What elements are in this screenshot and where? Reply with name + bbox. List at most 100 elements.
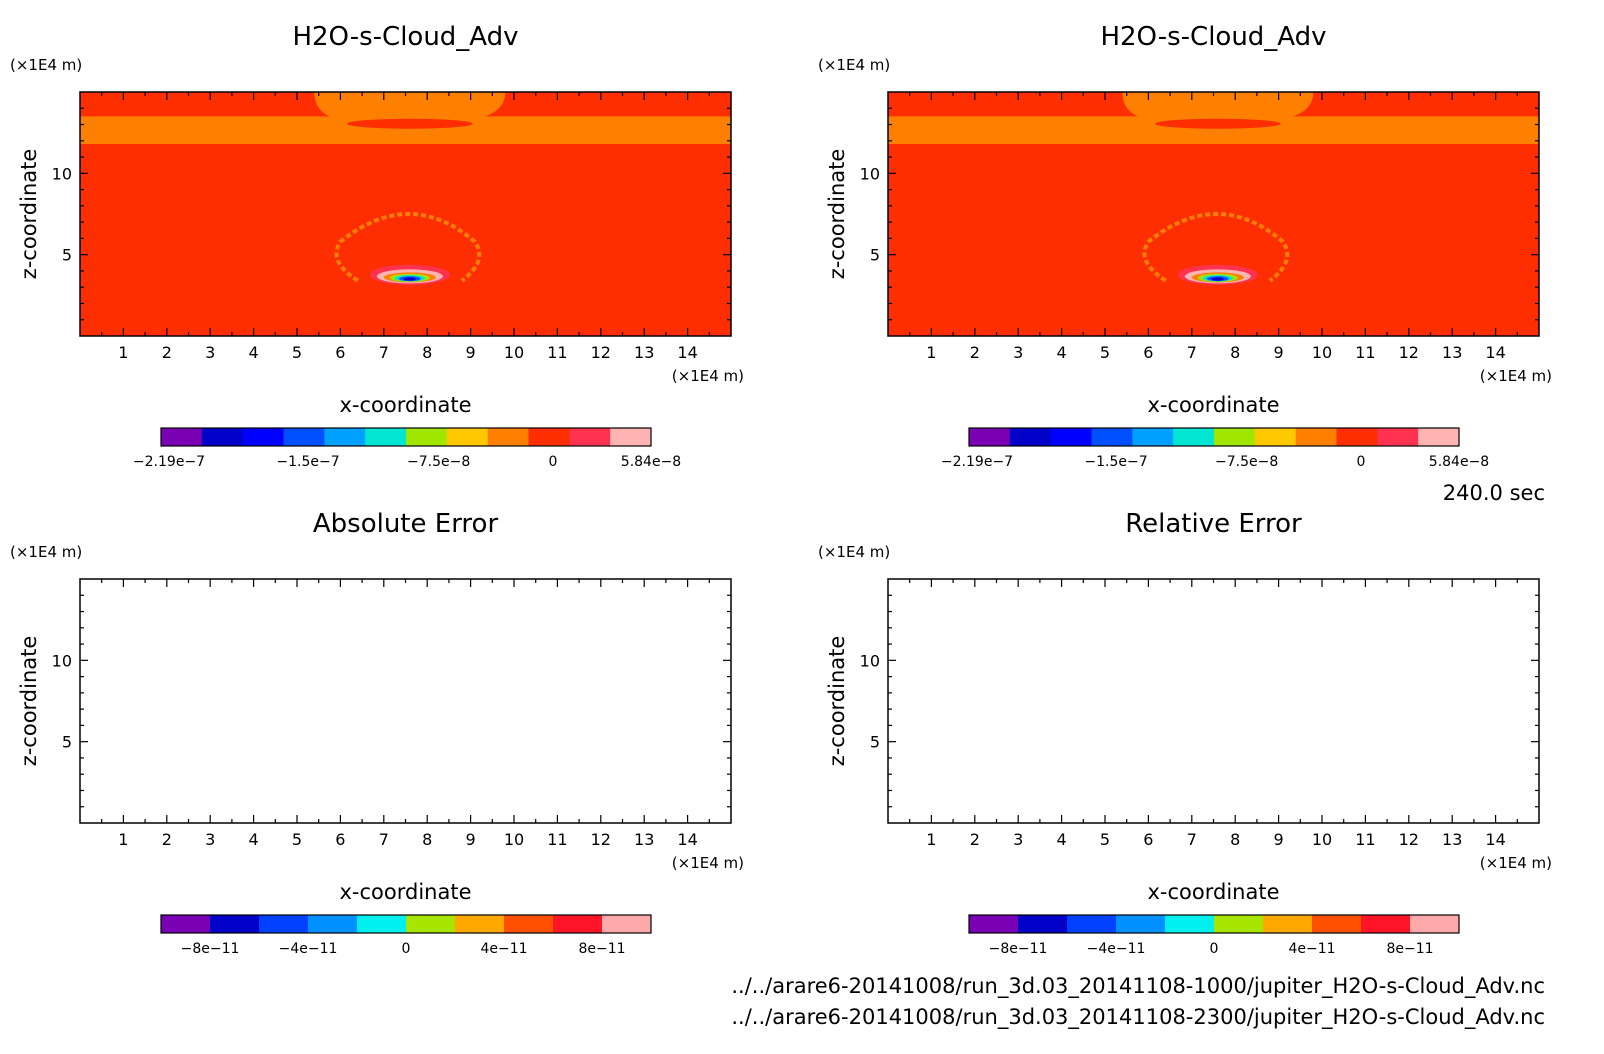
y-tick-label: 10 <box>52 651 72 670</box>
colorbar-label: 0 <box>1357 454 1366 470</box>
cloud-lens <box>1154 118 1281 129</box>
colorbar-segment <box>242 428 284 446</box>
x-tick-label: 12 <box>1399 830 1419 849</box>
x-tick-label: 10 <box>1312 343 1332 362</box>
colorbar-segment <box>365 428 407 446</box>
colorbar-segment <box>1165 915 1215 933</box>
colorbar: −8e−11 −4e−11 0 4e−11 8e−11 <box>160 914 652 957</box>
colorbar-segment <box>446 428 489 446</box>
x-tick-label: 8 <box>1230 830 1240 849</box>
x-tick-label: 6 <box>1143 830 1153 849</box>
x-tick-label: 2 <box>162 343 172 362</box>
colorbar-segment <box>1377 428 1419 446</box>
colorbar-label: 0 <box>1210 941 1219 957</box>
colorbar-segment <box>1116 915 1166 933</box>
x-tick-label: 11 <box>1355 343 1375 362</box>
colorbar-label: −7.5e−8 <box>1215 454 1278 470</box>
x-axis-label: x-coordinate <box>339 393 471 417</box>
colorbar-segment <box>1295 428 1337 446</box>
colorbar-segment <box>259 915 309 933</box>
x-tick-label: 13 <box>1442 830 1462 849</box>
colorbar-label: −4e−11 <box>1087 941 1146 957</box>
colorbar-segment <box>1361 915 1411 933</box>
file-path-1: ../../arare6-20141008/run_3d.03_20141108… <box>731 974 1545 999</box>
y-unit-label: (×1E4 m) <box>818 56 890 74</box>
y-tick-label: 5 <box>62 733 72 752</box>
colorbar-segment <box>553 915 603 933</box>
x-tick-label: 11 <box>1355 830 1375 849</box>
colorbar: −2.19e−7 −1.5e−7 −7.5e−8 0 5.84e−8 <box>941 427 1489 470</box>
x-tick-label: 4 <box>1057 830 1067 849</box>
x-tick-label: 4 <box>249 830 259 849</box>
colorbar-label: −8e−11 <box>181 941 240 957</box>
x-tick-label: 7 <box>1187 830 1197 849</box>
y-tick-label: 5 <box>62 246 72 265</box>
colorbar-segment <box>161 428 203 446</box>
y-unit-label: (×1E4 m) <box>818 543 890 561</box>
x-tick-label: 11 <box>547 830 567 849</box>
colorbar-label: −4e−11 <box>279 941 338 957</box>
colorbar-segment <box>406 915 456 933</box>
colorbar-segment <box>504 915 554 933</box>
colorbar-segment <box>1214 915 1264 933</box>
colorbar-label: −1.5e−7 <box>276 454 339 470</box>
colorbar-segment <box>308 915 358 933</box>
colorbar-segment <box>210 915 260 933</box>
colorbar-segment <box>324 428 366 446</box>
field <box>80 92 731 336</box>
chart-title: Absolute Error <box>313 509 499 539</box>
colorbar-segment <box>1067 915 1117 933</box>
x-tick-label: 13 <box>1442 343 1462 362</box>
colorbar-label: −2.19e−7 <box>941 454 1013 470</box>
x-tick-label: 13 <box>634 830 654 849</box>
y-tick-label: 10 <box>860 651 880 670</box>
x-unit-label: (×1E4 m) <box>672 854 744 872</box>
chart-title: H2O-s-Cloud_Adv <box>1100 22 1326 52</box>
x-tick-label: 14 <box>677 830 697 849</box>
axis-ticks <box>888 92 1539 336</box>
x-unit-label: (×1E4 m) <box>672 367 744 385</box>
y-unit-label: (×1E4 m) <box>10 543 82 561</box>
x-tick-label: 13 <box>634 343 654 362</box>
colorbar-segment <box>1410 915 1460 933</box>
x-tick-label: 2 <box>970 830 980 849</box>
colorbar-segment <box>602 915 652 933</box>
colorbar-segment <box>969 915 1019 933</box>
y-tick-label: 10 <box>52 164 72 183</box>
colorbar-segment <box>406 428 448 446</box>
colorbar-segment <box>1263 915 1313 933</box>
colorbar-label: 0 <box>549 454 558 470</box>
colorbar-label: 8e−11 <box>578 941 625 957</box>
cloud-lens <box>346 118 473 129</box>
axis-ticks <box>80 92 731 336</box>
x-tick-label: 1 <box>118 830 128 849</box>
colorbar-segment <box>1009 428 1052 446</box>
y-tick-label: 5 <box>870 246 880 265</box>
colorbar-segment <box>1050 428 1092 446</box>
colorbar-segment <box>569 428 611 446</box>
x-tick-label: 7 <box>379 343 389 362</box>
colorbar-segment <box>487 428 529 446</box>
x-axis-label: x-coordinate <box>339 880 471 904</box>
field-background <box>80 579 731 823</box>
field <box>80 579 731 823</box>
x-tick-label: 5 <box>1100 343 1110 362</box>
x-tick-label: 3 <box>1013 343 1023 362</box>
colorbar-segment <box>201 428 244 446</box>
field <box>888 92 1539 336</box>
field-background <box>888 579 1539 823</box>
colorbar-label: 4e−11 <box>1288 941 1335 957</box>
x-unit-label: (×1E4 m) <box>1480 367 1552 385</box>
axis-ticks <box>888 579 1539 823</box>
x-tick-label: 11 <box>547 343 567 362</box>
colorbar-segment <box>1132 428 1174 446</box>
x-tick-label: 1 <box>926 343 936 362</box>
colorbar-segment <box>1336 428 1378 446</box>
colorbar-label: 8e−11 <box>1386 941 1433 957</box>
colorbar-segment <box>1214 428 1256 446</box>
colorbar-segment <box>1418 428 1460 446</box>
